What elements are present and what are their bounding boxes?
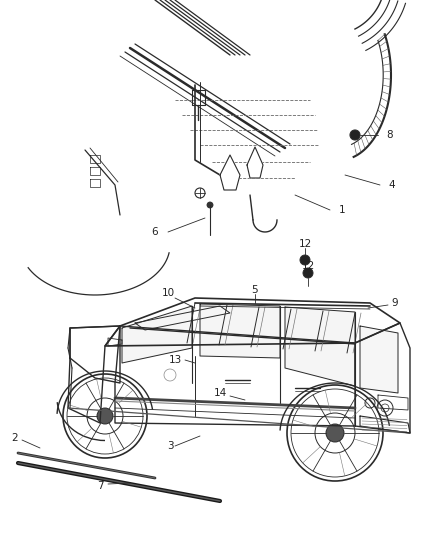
Text: 8: 8 (387, 130, 393, 140)
Text: 12: 12 (301, 261, 314, 271)
Text: 2: 2 (12, 433, 18, 443)
Text: 1: 1 (339, 205, 345, 215)
Text: 6: 6 (152, 227, 158, 237)
Text: 10: 10 (162, 288, 175, 298)
Text: 14: 14 (213, 388, 226, 398)
Polygon shape (285, 307, 355, 386)
Text: 13: 13 (168, 355, 182, 365)
Circle shape (97, 408, 113, 424)
Text: 7: 7 (97, 481, 103, 491)
Polygon shape (360, 326, 398, 393)
Polygon shape (200, 304, 280, 358)
Text: 9: 9 (392, 298, 398, 308)
Text: 3: 3 (167, 441, 173, 451)
Circle shape (207, 202, 213, 208)
Circle shape (303, 268, 313, 278)
Text: 12: 12 (298, 239, 311, 249)
Circle shape (300, 255, 310, 265)
Circle shape (326, 424, 344, 442)
Polygon shape (247, 147, 263, 178)
Text: 4: 4 (389, 180, 396, 190)
Polygon shape (122, 306, 192, 363)
Text: 5: 5 (252, 285, 258, 295)
Polygon shape (220, 155, 240, 190)
Circle shape (350, 130, 360, 140)
